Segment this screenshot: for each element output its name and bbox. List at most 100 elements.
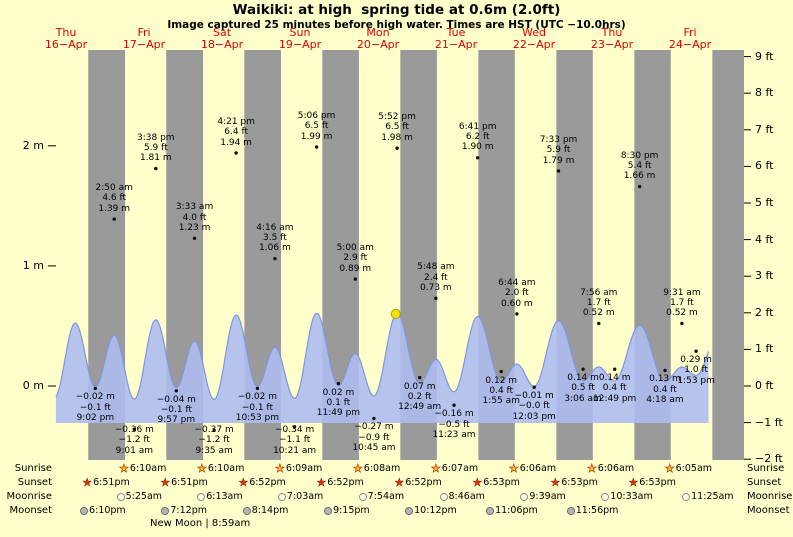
sunrise-row-label-right: Sunrise [747,463,785,474]
m-axis-label: 2 m [22,138,44,152]
sunset-event: ★ 6:51pm [160,475,208,489]
tide-high-annotation: 5:06 pm 6.5 ft 1.99 m [297,111,336,142]
tide-dot [372,416,376,421]
tide-area-fill [55,313,709,423]
sunset-event: ★ 6:51pm [82,475,130,489]
sunrise-icon: ★ [119,461,130,475]
day-label: Fri 24−Apr [668,26,712,51]
tide-dot [314,145,319,149]
tide-dot [93,386,98,391]
sunset-event: ★ 6:52pm [316,475,364,489]
tide-dot [556,169,561,173]
tide-high-annotation: 7:33 pm 5.9 ft 1.79 m [539,135,578,166]
sunset-icon: ★ [160,475,171,489]
tide-high-annotation: 4:21 pm 6.4 ft 1.94 m [217,117,255,148]
sunset-icon: ★ [316,475,327,489]
sunset-row-label-right: Sunset [747,477,782,488]
tide-dot [694,349,698,353]
sunset-event: ★ 6:53pm [472,475,520,489]
tide-low-annotation: −0.04 m −0.1 ft 9:57 pm [156,394,196,426]
tide-dot [273,257,277,261]
tide-dot [581,367,585,371]
sunrise-event: ★ 6:10am [197,461,245,475]
sunrise-icon: ★ [430,461,442,475]
tide-high-annotation: 5:52 pm 6.5 ft 1.98 m [378,112,416,143]
sunset-icon: ★ [238,475,249,489]
sunset-event: ★ 6:53pm [628,475,676,489]
moonrise-icon [277,492,286,501]
sunrise-event: ★ 6:06am [508,461,557,475]
tide-low-annotation: −0.36 m −1.2 ft 9:01 am [114,425,154,456]
tide-high-annotation: 8:30 pm 5.4 ft 1.66 m [620,150,659,182]
moonrise-icon [116,492,125,501]
tide-high-annotation: 5:00 am 2.9 ft 0.89 m [336,243,374,274]
tide-low-annotation: 0.14 m 0.5 ft 3:06 am [564,373,602,404]
tide-dot [532,385,536,389]
ft-axis-label: 0 ft [755,379,774,392]
sunrise-icon: ★ [352,461,364,475]
ft-axis-label: 5 ft [755,196,774,209]
moonset-row-label-right: Moonset [747,505,790,516]
moonset-icon [324,506,333,515]
ft-axis-label: 7 ft [755,122,774,136]
tide-dot [234,151,238,155]
tide-low-annotation: 0.13 m 0.4 ft 4:18 am [646,374,684,405]
moonset-icon [161,506,170,515]
moonset-icon [486,506,495,515]
day-label: Wed 22−Apr [512,26,556,51]
moonrise-event: 11:25am [682,491,734,502]
day-label: Mon 20−Apr [356,26,400,51]
tide-curve [55,312,710,401]
tide-dot [637,184,642,189]
tide-high-annotation: 2:50 am 4.6 ft 1.39 m [95,183,133,214]
tide-low-annotation: 0.14 m 0.4 ft 12:49 pm [593,373,637,404]
tide-dot [663,368,667,373]
moonrise-event: 9:39am [520,491,566,502]
ft-axis-label: −2 ft [755,452,783,466]
tide-low-annotation: 0.02 m 0.1 ft 11:49 pm [316,387,361,419]
sunset-event: ★ 6:52pm [238,475,286,489]
moonset-icon [405,506,414,515]
moonrise-event: 8:46am [439,491,485,502]
sunrise-event: ★ 6:07am [430,461,479,475]
sunrise-icon: ★ [197,461,208,475]
sunrise-icon: ★ [274,461,286,475]
chart-subtitle: Image captured 25 minutes before high wa… [167,19,626,31]
sunset-icon: ★ [394,475,405,489]
sunset-row-label-left: Sunset [17,477,52,488]
tide-low-annotation: 0.07 m 0.2 ft 12:49 am [398,381,442,413]
moonset-row-label-left: Moonset [9,505,53,516]
tide-dot [154,166,158,171]
tide-dot [255,386,260,391]
tide-dot [292,425,297,429]
moonset-icon [80,506,89,515]
tide-low-annotation: 0.29 m 1.0 ft 1:53 pm [677,355,715,386]
current-time-marker [390,308,401,319]
tide-low-annotation: 0.12 m 0.4 ft 1:55 am [482,375,520,407]
ft-axis-label: 8 ft [755,86,774,100]
tide-low-annotation: −0.34 m −1.1 ft 10:21 am [273,425,317,456]
day-label: Thu 23−Apr [590,26,634,51]
moonset-event: 11:06pm [486,505,538,516]
ft-axis-label: 9 ft [755,49,774,63]
sunrise-icon: ★ [586,461,597,475]
ft-axis-label: 1 ft [755,342,774,356]
sunrise-event: ★ 6:10am [119,461,167,475]
tide-dot [499,369,503,374]
moonrise-event: 7:54am [358,491,404,502]
tide-dot [212,428,216,433]
sunset-event: ★ 6:53pm [550,475,598,489]
new-moon-note: New Moon | 8:59am [150,518,251,529]
tide-high-annotation: 5:48 am 2.4 ft 0.73 m [417,262,455,293]
moonset-icon [242,506,251,515]
sunrise-event: ★ 6:08am [352,461,401,475]
day-label: Sat 18−Apr [200,26,244,51]
tide-dot [452,403,456,407]
sunrise-event: ★ 6:05am [664,461,713,475]
tide-dot [597,321,601,326]
tide-low-annotation: −0.37 m −1.2 ft 9:35 am [194,425,234,456]
moonset-event: 8:14pm [242,505,288,516]
ft-axis-label: −1 ft [755,415,783,429]
sunrise-row-label-left: Sunrise [14,463,52,474]
